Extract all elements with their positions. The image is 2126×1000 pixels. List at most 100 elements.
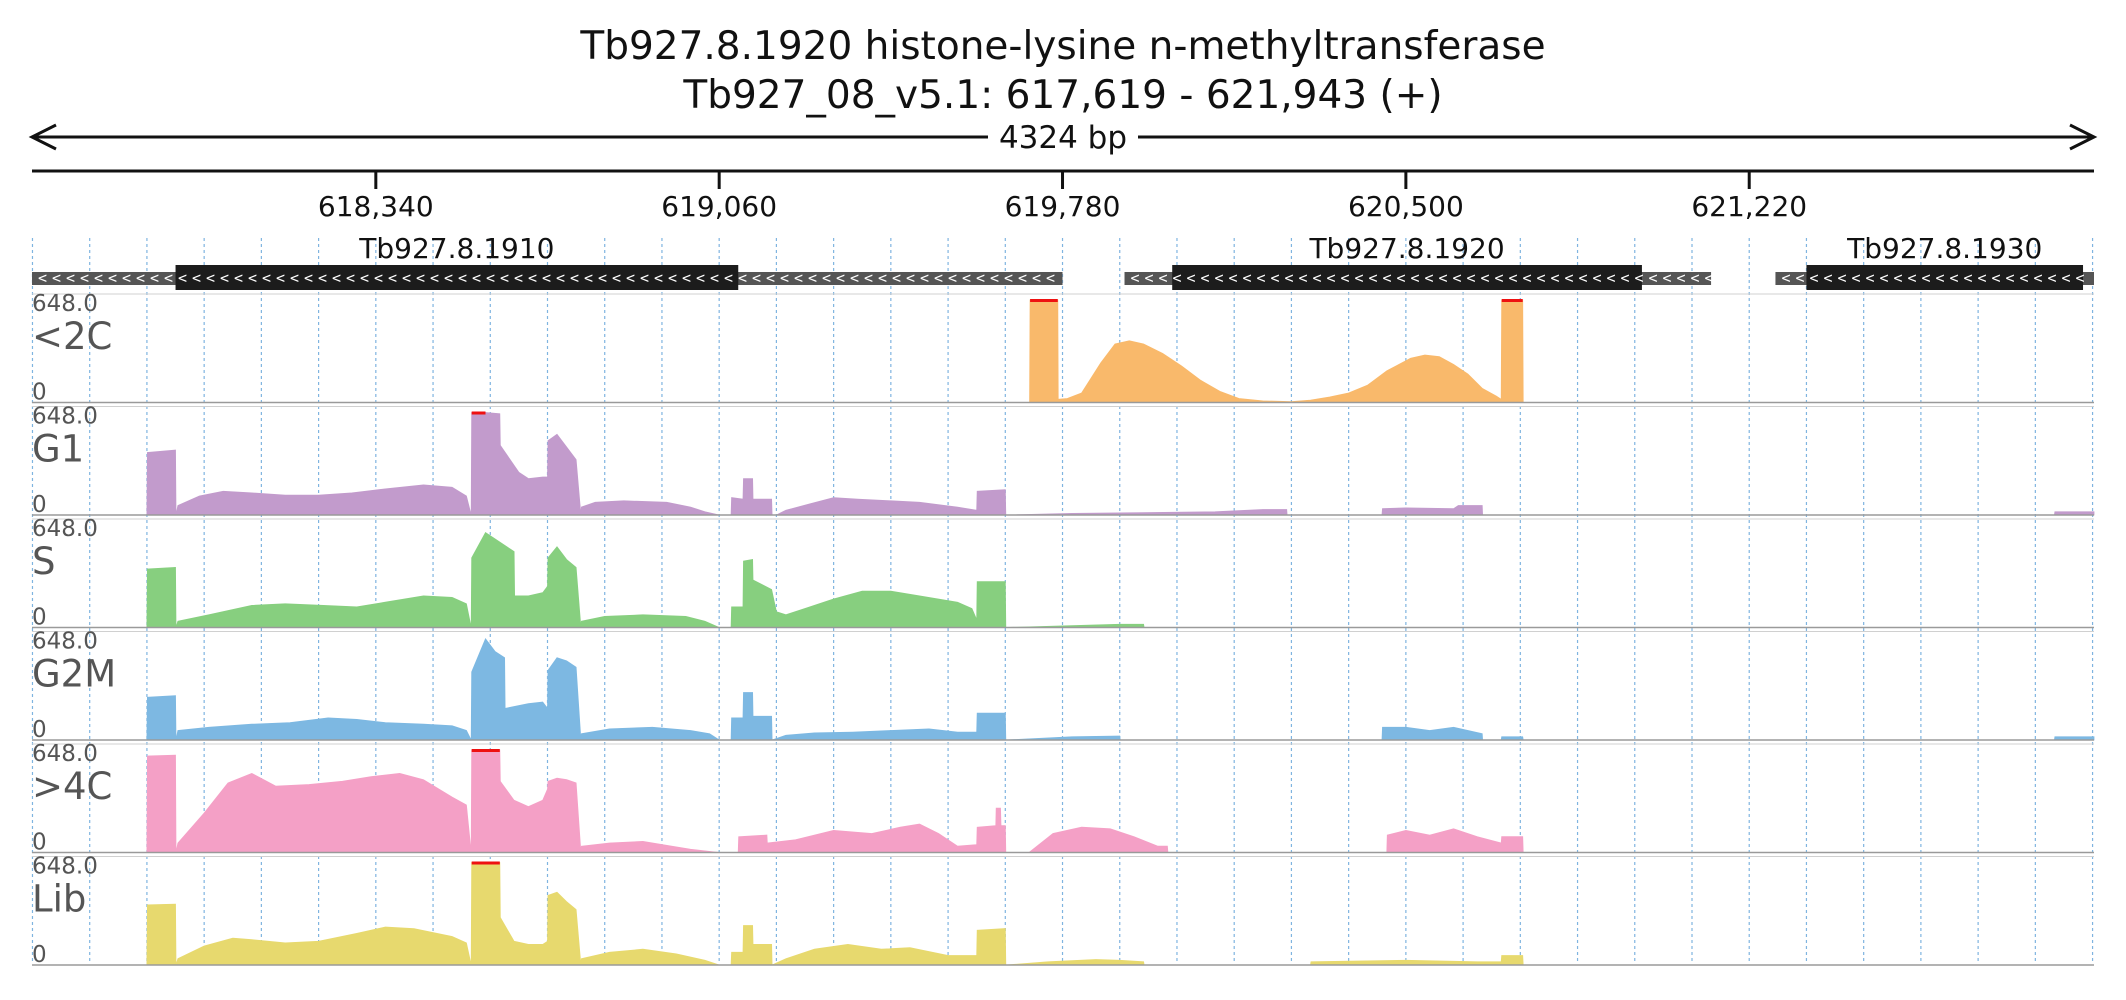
- strand-chevron-icon: <: [1635, 269, 1644, 287]
- track-name: G2M: [32, 653, 116, 696]
- strand-chevron-icon: <: [164, 269, 173, 287]
- strand-chevron-icon: <: [1257, 269, 1266, 287]
- strand-chevron-icon: <: [1495, 269, 1504, 287]
- strand-chevron-icon: <: [1851, 269, 1860, 287]
- strand-chevron-icon: <: [1046, 269, 1055, 287]
- strand-chevron-icon: <: [1879, 269, 1888, 287]
- strand-chevron-icon: <: [1823, 269, 1832, 287]
- strand-chevron-icon: <: [66, 269, 75, 287]
- track-Lib: 648.0 0 Lib: [32, 854, 2094, 968]
- chart-location: Tb927_08_v5.1: 617,619 - 621,943 (+): [682, 73, 1442, 118]
- strand-chevron-icon: <: [2075, 269, 2084, 287]
- gene-label: Tb927.8.1910: [358, 232, 554, 265]
- strand-chevron-icon: <: [1509, 269, 1518, 287]
- track-min-label: 0: [32, 830, 47, 856]
- strand-chevron-icon: <: [318, 269, 327, 287]
- strand-chevron-icon: <: [1032, 269, 1041, 287]
- strand-chevron-icon: <: [864, 269, 873, 287]
- strand-chevron-icon: <: [1018, 269, 1027, 287]
- gene-Tb927.8.1910[interactable]: < < < < < < < < < < < < < < < < < < < < < < < < < < < < < < < < < < < < < < < <…: [32, 232, 1063, 290]
- strand-chevron-icon: <: [1467, 269, 1476, 287]
- track-name: S: [32, 540, 56, 583]
- strand-chevron-icon: <: [1397, 269, 1406, 287]
- strand-chevron-icon: <: [108, 269, 117, 287]
- strand-chevron-icon: <: [1355, 269, 1364, 287]
- strand-chevron-icon: <: [1285, 269, 1294, 287]
- strand-chevron-icon: <: [444, 269, 453, 287]
- strand-chevron-icon: <: [206, 269, 215, 287]
- coverage-area: [32, 532, 2094, 628]
- strand-chevron-icon: <: [332, 269, 341, 287]
- strand-chevron-icon: <: [262, 269, 271, 287]
- strand-chevron-icon: <: [122, 269, 131, 287]
- strand-chevron-icon: <: [808, 269, 817, 287]
- strand-chevron-icon: <: [598, 269, 607, 287]
- strand-chevron-icon: <: [654, 269, 663, 287]
- strand-chevron-icon: <: [934, 269, 943, 287]
- strand-chevron-icon: <: [486, 269, 495, 287]
- strand-chevron-icon: <: [1579, 269, 1588, 287]
- track-name: G1: [32, 428, 84, 471]
- strand-chevron-icon: <: [1781, 269, 1790, 287]
- strand-chevron-icon: <: [710, 269, 719, 287]
- strand-chevron-icon: <: [1537, 269, 1546, 287]
- strand-chevron-icon: <: [682, 269, 691, 287]
- strand-chevron-icon: <: [1201, 269, 1210, 287]
- strand-chevron-icon: <: [1893, 269, 1902, 287]
- track-G1: 648.0 0 G1: [32, 404, 2095, 518]
- strand-chevron-icon: <: [696, 269, 705, 287]
- strand-chevron-icon: <: [178, 269, 187, 287]
- strand-chevron-icon: <: [1523, 269, 1532, 287]
- strand-chevron-icon: <: [1159, 269, 1168, 287]
- strand-chevron-icon: <: [1145, 269, 1154, 287]
- strand-chevron-icon: <: [878, 269, 887, 287]
- strand-chevron-icon: <: [1921, 269, 1930, 287]
- tick-label: 619,780: [1005, 190, 1121, 223]
- tick-label: 619,060: [661, 190, 777, 223]
- strand-chevron-icon: <: [1187, 269, 1196, 287]
- track-max-label: 648.0: [32, 291, 98, 317]
- strand-chevron-icon: <: [2061, 269, 2070, 287]
- strand-chevron-icon: <: [990, 269, 999, 287]
- gene-Tb927.8.1930[interactable]: < < < < < < < < < < < < < < < < < < < < < <Tb927.8.1930: [1775, 232, 2094, 290]
- strand-chevron-icon: <: [906, 269, 915, 287]
- strand-chevron-icon: <: [1837, 269, 1846, 287]
- strand-chevron-icon: <: [836, 269, 845, 287]
- strand-chevron-icon: <: [528, 269, 537, 287]
- strand-chevron-icon: <: [570, 269, 579, 287]
- clip-marker: [1501, 299, 1523, 302]
- strand-chevron-icon: <: [1865, 269, 1874, 287]
- strand-chevron-icon: <: [458, 269, 467, 287]
- strand-chevron-icon: <: [1991, 269, 2000, 287]
- gene-cds: [1806, 265, 2084, 290]
- clip-marker: [471, 861, 500, 865]
- strand-chevron-icon: <: [1809, 269, 1818, 287]
- strand-chevron-icon: <: [724, 269, 733, 287]
- strand-chevron-icon: <: [1341, 269, 1350, 287]
- strand-chevron-icon: <: [1949, 269, 1958, 287]
- strand-chevron-icon: <: [1439, 269, 1448, 287]
- track-max-label: 648.0: [32, 741, 98, 767]
- strand-chevron-icon: <: [2019, 269, 2028, 287]
- strand-chevron-icon: <: [1607, 269, 1616, 287]
- gene-annotations: < < < < < < < < < < < < < < < < < < < < < < < < < < < < < < < < < < < < < < < <…: [32, 232, 2094, 290]
- strand-chevron-icon: <: [640, 269, 649, 287]
- strand-chevron-icon: <: [738, 269, 747, 287]
- strand-chevron-icon: <: [360, 269, 369, 287]
- strand-chevron-icon: <: [1663, 269, 1672, 287]
- strand-chevron-icon: <: [948, 269, 957, 287]
- ruler-ticks: 618,340 619,060 619,780 620,500 621,220: [318, 171, 1807, 223]
- strand-chevron-icon: <: [1411, 269, 1420, 287]
- strand-chevron-icon: <: [38, 269, 47, 287]
- track-max-label: 648.0: [32, 629, 98, 655]
- strand-chevron-icon: <: [1131, 269, 1140, 287]
- gene-Tb927.8.1920[interactable]: < < < < < < < < < < < < < < < < < < < < < < < < < < < < < < < < < < < < < < < <…: [1124, 232, 1714, 290]
- strand-chevron-icon: <: [2047, 269, 2056, 287]
- span-length: 4324 bp: [999, 120, 1127, 156]
- strand-chevron-icon: <: [1453, 269, 1462, 287]
- strand-chevron-icon: <: [780, 269, 789, 287]
- clip-marker: [471, 749, 500, 752]
- strand-chevron-icon: <: [1215, 269, 1224, 287]
- strand-chevron-icon: <: [1977, 269, 1986, 287]
- strand-chevron-icon: <: [290, 269, 299, 287]
